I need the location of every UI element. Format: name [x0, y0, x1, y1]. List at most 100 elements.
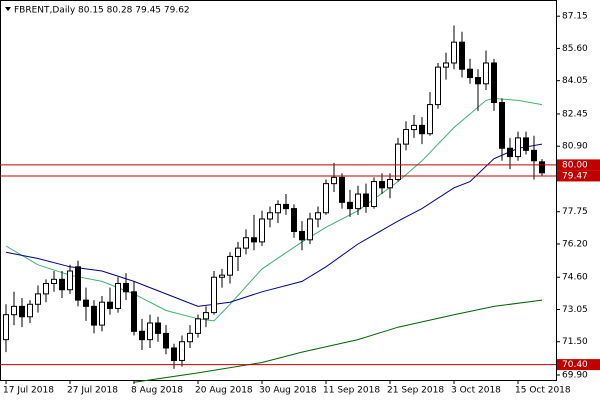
candle-body	[275, 203, 281, 214]
x-tick-label: 17 Jul 2018	[3, 386, 54, 396]
candle-body	[403, 129, 409, 145]
y-tick-label: 73.05	[562, 305, 588, 315]
level-label: 70.40	[562, 360, 588, 370]
candle-body	[27, 303, 33, 318]
candle-body	[219, 274, 225, 278]
candle-body	[35, 293, 41, 305]
candle-body	[499, 102, 505, 149]
candle-body	[539, 161, 545, 174]
candle-body	[147, 322, 153, 341]
candle-body	[67, 270, 73, 291]
candle-body	[179, 341, 185, 361]
x-tick-label: 30 Aug 2018	[259, 386, 317, 396]
y-tick-label: 84.05	[562, 76, 588, 86]
candle-body	[515, 137, 521, 158]
candle-body	[435, 66, 441, 106]
candle-body	[19, 305, 25, 318]
chart-title: FBRENT,Daily 80.15 80.28 79.45 79.62	[14, 6, 190, 16]
candle-body	[99, 301, 105, 326]
y-tick-label: 74.60	[562, 273, 588, 283]
candle-body	[171, 347, 177, 361]
candle-body	[291, 208, 297, 232]
candle-body	[419, 124, 425, 135]
level-label: 79.47	[562, 171, 588, 181]
candle-body	[323, 183, 329, 214]
candle-body	[43, 282, 49, 295]
candle-body	[363, 193, 369, 208]
candle-body	[115, 282, 121, 309]
level-label: 80.00	[562, 160, 588, 170]
moving-average	[5, 97, 543, 322]
candle-body	[3, 314, 9, 341]
level-label-box	[557, 170, 600, 182]
candle-body	[59, 278, 65, 291]
candle-body	[83, 299, 89, 307]
candle-body	[267, 212, 273, 220]
candle-body	[523, 137, 529, 151]
x-tick-label: 8 Aug 2018	[131, 386, 183, 396]
candle-body	[347, 201, 353, 210]
y-tick-label: 77.75	[562, 207, 588, 217]
plot-frame	[0, 0, 557, 381]
moving-average	[133, 299, 543, 383]
candle-body	[155, 322, 161, 334]
candle-body	[75, 266, 81, 301]
candle-body	[235, 247, 241, 257]
y-tick-label: 76.20	[562, 239, 588, 249]
candle-body	[475, 77, 481, 85]
candle-body	[163, 332, 169, 349]
candle-body	[243, 237, 249, 249]
x-tick-label: 27 Jul 2018	[67, 386, 118, 396]
candle-body	[491, 62, 497, 104]
candle-body	[251, 237, 257, 243]
candle-body	[131, 291, 137, 332]
candle-body	[283, 203, 289, 210]
candle-body	[123, 282, 129, 293]
y-tick-label: 80.90	[562, 142, 588, 152]
candle-body	[315, 212, 321, 220]
candle-body	[11, 305, 17, 316]
candle-body	[531, 149, 537, 162]
candle-body	[467, 68, 473, 79]
candle-body	[307, 218, 313, 241]
candle-body	[355, 193, 361, 210]
candle-body	[443, 62, 449, 68]
level-label-box	[557, 159, 600, 171]
candle-body	[459, 41, 465, 70]
y-tick-label: 82.45	[562, 109, 588, 119]
candle-body	[411, 124, 417, 131]
candle-body	[211, 276, 217, 314]
x-tick-label: 3 Oct 2018	[451, 386, 501, 396]
y-tick-label: 87.15	[562, 12, 588, 22]
moving-average	[5, 143, 543, 307]
menu-arrow	[5, 7, 11, 11]
candle-body	[339, 176, 345, 203]
x-tick-label: 20 Aug 2018	[195, 386, 253, 396]
candle-body	[195, 318, 201, 334]
candle-body	[227, 255, 233, 276]
x-tick-label: 15 Oct 2018	[515, 386, 571, 396]
candle-body	[427, 104, 433, 135]
candle-body	[371, 181, 377, 208]
level-label-box	[557, 359, 600, 371]
candle-body	[139, 330, 145, 341]
x-tick-label: 21 Sep 2018	[387, 386, 444, 396]
candle-body	[107, 301, 113, 309]
candle-body	[451, 41, 457, 64]
candle-body	[259, 218, 265, 243]
candle-body	[299, 230, 305, 241]
y-tick-label: 69.90	[562, 371, 588, 381]
x-tick-label: 11 Sep 2018	[323, 386, 380, 396]
candle-body	[483, 62, 489, 85]
y-tick-label: 85.60	[562, 44, 588, 54]
y-tick-label: 71.50	[562, 337, 588, 347]
candle-body	[187, 332, 193, 343]
candle-body	[91, 305, 97, 326]
candle-body	[51, 278, 57, 284]
candle-body	[395, 143, 401, 180]
candle-body	[331, 176, 337, 185]
candle-body	[507, 147, 513, 158]
candle-body	[387, 178, 393, 189]
